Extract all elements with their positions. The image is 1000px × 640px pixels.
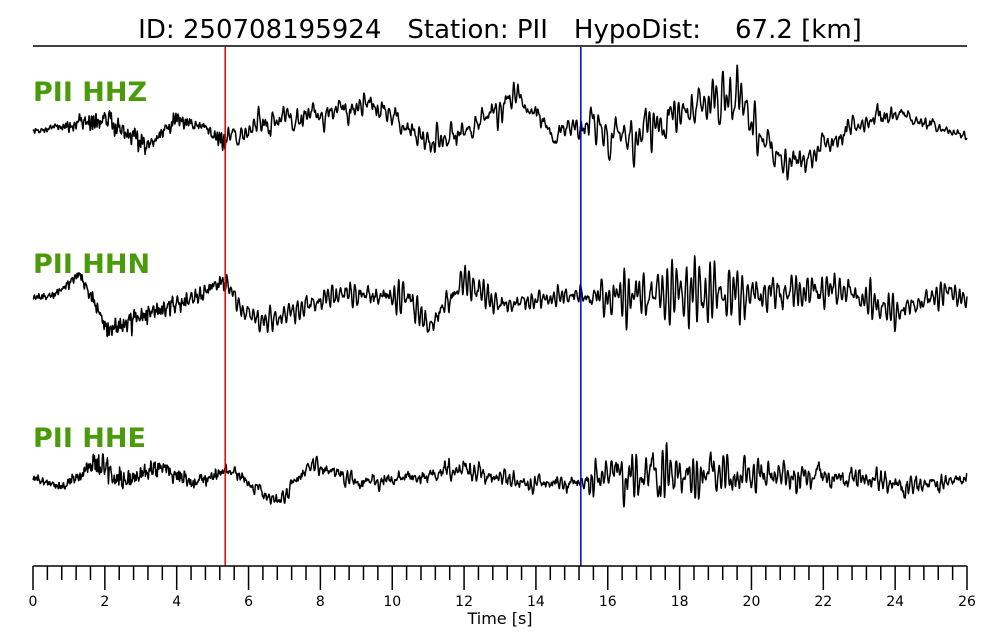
x-tick-label: 6 — [244, 594, 253, 610]
trace-line — [32, 64, 968, 181]
trace-line — [32, 255, 968, 338]
hypodist-label: HypoDist: — [574, 15, 701, 45]
x-tick-label: 4 — [172, 594, 181, 610]
trace-line — [32, 442, 968, 508]
x-tick-label: 26 — [958, 594, 976, 610]
channel-label: PII HHN — [33, 249, 150, 280]
hypodist-value: 67.2 — [735, 15, 793, 45]
x-tick-label: 10 — [383, 594, 401, 610]
station-value: PII — [517, 15, 548, 45]
id-label: ID: — [138, 15, 174, 45]
x-tick-label: 2 — [100, 594, 109, 610]
chart-title: ID: 250708195924 Station: PII HypoDist: 67.… — [138, 15, 862, 45]
channel-label: PII HHZ — [33, 77, 147, 108]
event-id: 250708195924 — [183, 15, 382, 45]
x-tick-label: 24 — [886, 594, 904, 610]
x-ticks: 0 2 4 6 8 10 12 14 16 18 20 22 24 26 — [29, 566, 976, 610]
x-axis: 0 2 4 6 8 10 12 14 16 18 20 22 24 26 Time [s] — [29, 565, 976, 628]
picks-group — [224, 47, 582, 566]
x-tick-label: 0 — [29, 594, 38, 610]
x-tick-label: 14 — [527, 594, 545, 610]
station-label: Station: — [407, 15, 508, 45]
x-axis-label: Time [s] — [466, 609, 532, 628]
channel-labels-group: PII HHZ PII HHN PII HHE — [33, 77, 150, 454]
x-tick-label: 8 — [316, 594, 325, 610]
x-tick-label: 16 — [599, 594, 617, 610]
hypodist-unit: [km] — [801, 15, 862, 45]
x-tick-label: 18 — [671, 594, 689, 610]
x-tick-label: 22 — [814, 594, 832, 610]
x-tick-label: 20 — [743, 594, 761, 610]
traces-group — [32, 64, 968, 508]
channel-label: PII HHE — [33, 423, 146, 454]
x-tick-label: 12 — [455, 594, 473, 610]
